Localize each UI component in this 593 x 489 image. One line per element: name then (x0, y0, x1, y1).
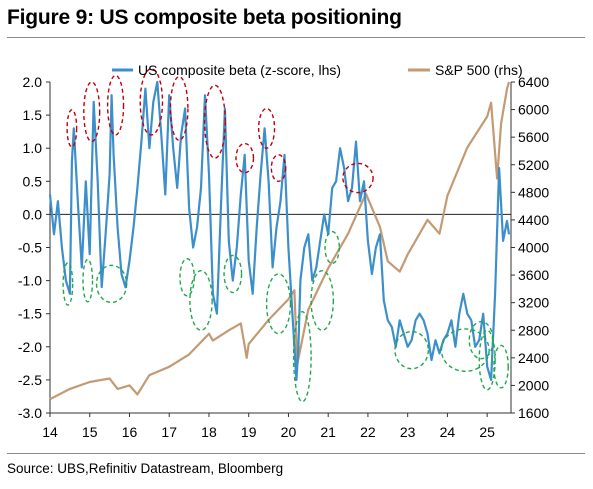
legend-label-sp500: S&P 500 (rhs) (435, 62, 523, 78)
oversold-circle (310, 269, 335, 331)
left-tick-label: -1.5 (18, 306, 42, 322)
x-tick-label: 23 (400, 424, 416, 440)
left-tick-label: 0.0 (23, 206, 43, 222)
x-tick-label: 19 (241, 424, 257, 440)
oversold-circle (440, 328, 490, 372)
overbought-circle (235, 142, 255, 174)
left-tick-label: 0.5 (23, 173, 43, 189)
left-tick-label: -3.0 (18, 405, 42, 421)
left-tick-label: 1.0 (23, 140, 43, 156)
overbought-circle (342, 162, 374, 194)
left-tick-label: -2.5 (18, 372, 42, 388)
right-tick-label: 1600 (518, 405, 549, 421)
left-tick-label: -0.5 (18, 240, 42, 256)
left-tick-label: 1.5 (23, 107, 43, 123)
x-tick-label: 16 (122, 424, 138, 440)
right-tick-label: 4000 (518, 240, 549, 256)
overbought-circle (169, 76, 189, 141)
oversold-circle (179, 258, 195, 297)
x-tick-label: 25 (479, 424, 495, 440)
right-tick-label: 5600 (518, 129, 549, 145)
oversold-circle (189, 269, 213, 331)
oversold-circle (95, 264, 128, 304)
sp500-series-line (49, 81, 511, 401)
right-tick-label: 4400 (518, 212, 549, 228)
right-tick-label: 3600 (518, 267, 549, 283)
x-tick-label: 24 (440, 424, 456, 440)
right-tick-label: 2000 (518, 377, 549, 393)
x-tick-label: 18 (201, 424, 217, 440)
left-tick-label: -2.0 (18, 339, 42, 355)
oversold-circle (478, 329, 496, 391)
oversold-circle (394, 330, 430, 370)
right-tick-label: 2800 (518, 322, 549, 338)
overbought-circle (66, 109, 78, 148)
oversold-circle (82, 258, 94, 303)
left-tick-label: -1.0 (18, 273, 42, 289)
right-tick-label: 6400 (518, 74, 549, 90)
overbought-circle (106, 74, 125, 136)
right-tick-label: 3200 (518, 295, 549, 311)
overbought-circle (257, 107, 276, 149)
overbought-circle (270, 154, 287, 182)
legend-label-beta: US composite beta (z-score, lhs) (138, 62, 341, 78)
source-note: Source: UBS,Refinitiv Datastream, Bloomb… (7, 461, 284, 476)
left-tick-label: 2.0 (23, 74, 43, 90)
right-tick-label: 6000 (518, 102, 549, 118)
chart-series-layer (48, 80, 511, 401)
right-tick-label: 5200 (518, 157, 549, 173)
x-tick-label: 21 (320, 424, 336, 440)
figure-title: Figure 9: US composite beta positioning (7, 6, 402, 29)
overbought-circle (203, 84, 226, 159)
x-tick-label: 14 (42, 424, 58, 440)
oversold-circle (324, 230, 341, 265)
footer-divider (7, 453, 585, 454)
oversold-circle (292, 311, 312, 403)
beta-series-line (48, 80, 511, 381)
chart-legend: US composite beta (z-score, lhs) S&P 500 … (112, 62, 523, 78)
x-tick-label: 17 (161, 424, 177, 440)
x-tick-label: 20 (281, 424, 297, 440)
right-tick-label: 2400 (518, 350, 549, 366)
overbought-circle (139, 68, 164, 136)
oversold-circle (62, 262, 74, 306)
oversold-circle (265, 273, 292, 335)
oversold-circle (223, 254, 243, 294)
chart-axes-layer: -3.0 -2.5 -2.0 -1.5 -1.0 -0.5 0.0 0.5 1.0 1.5 2.0 1… (18, 74, 549, 440)
x-tick-label: 15 (82, 424, 98, 440)
oversold-circle (493, 344, 509, 389)
overbought-circle (83, 81, 101, 143)
right-tick-label: 4800 (518, 184, 549, 200)
chart-annotation-layer (62, 68, 509, 403)
title-divider (7, 37, 585, 38)
x-tick-label: 22 (360, 424, 376, 440)
